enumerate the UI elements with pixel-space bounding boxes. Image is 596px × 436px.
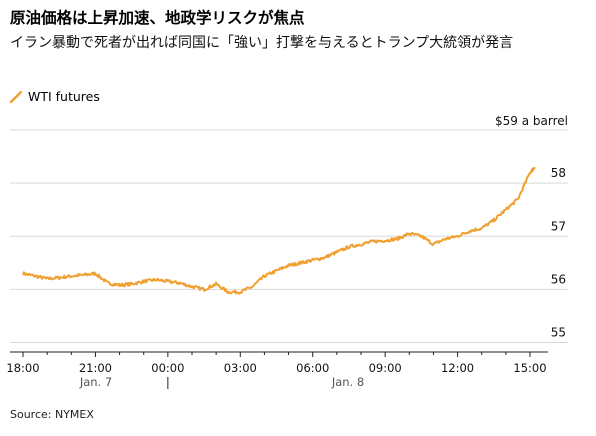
x-tick-label: 15:00 <box>513 361 546 375</box>
x-tick-label: 06:00 <box>296 361 329 375</box>
x-tick-label: 09:00 <box>369 361 402 375</box>
date-label: Jan. 7 <box>79 375 112 389</box>
date-label: Jan. 8 <box>331 375 364 389</box>
y-tick-label: 57 <box>551 219 566 233</box>
y-unit-label: $59 a barrel <box>495 114 568 128</box>
y-tick-label: 56 <box>551 272 566 286</box>
y-tick-label: 58 <box>551 166 566 180</box>
x-tick-label: 00:00 <box>151 361 184 375</box>
x-tick-label: 21:00 <box>79 361 112 375</box>
series-layer <box>22 166 536 295</box>
x-tick-label: 03:00 <box>224 361 257 375</box>
chart-subtitle: イラン暴動で死者が出れば同国に「強い」打撃を与えるとトランプ大統領が発言 <box>10 35 514 51</box>
legend: WTI futures <box>9 89 100 104</box>
source-note: Source: NYMEX <box>10 408 94 421</box>
x-tick-label: 12:00 <box>441 361 474 375</box>
y-tick-label: 55 <box>551 326 566 340</box>
x-axis: 18:00 21:00 00:00 03:00 06:00 09:00 12:00 15:00… <box>6 351 548 389</box>
x-tick-label: 18:00 <box>6 361 39 375</box>
legend-label: WTI futures <box>28 89 100 104</box>
grid-layer <box>10 129 568 343</box>
y-axis-ticks: 55 56 57 58 <box>551 166 566 339</box>
chart-title: 原油価格は上昇加速、地政学リスクが焦点 <box>10 9 305 27</box>
series-line-wti-futures <box>22 166 536 295</box>
legend-swatch-icon <box>9 90 23 103</box>
